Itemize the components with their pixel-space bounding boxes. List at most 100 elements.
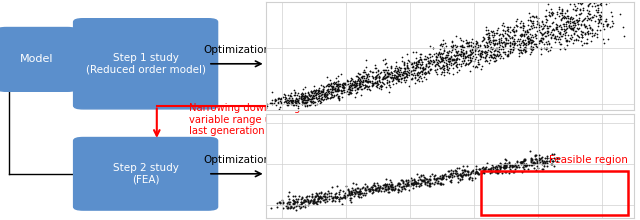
Point — [500, 163, 510, 167]
Point — [488, 35, 498, 38]
Point — [518, 24, 528, 27]
Point — [516, 41, 527, 45]
Point — [451, 60, 461, 64]
Point — [589, 33, 600, 37]
Point — [300, 95, 310, 99]
Point — [572, 26, 582, 29]
Point — [356, 87, 367, 91]
Point — [470, 46, 481, 50]
Point — [441, 63, 451, 66]
Point — [429, 59, 439, 63]
Point — [502, 53, 513, 57]
Point — [582, 31, 593, 35]
Point — [327, 88, 337, 92]
Point — [398, 180, 408, 183]
Point — [381, 81, 392, 84]
Point — [598, 37, 608, 40]
Point — [349, 85, 360, 88]
Point — [587, 4, 597, 8]
Point — [387, 70, 397, 74]
Point — [411, 61, 421, 64]
Point — [458, 53, 468, 56]
Point — [316, 90, 326, 94]
Point — [461, 41, 472, 45]
Point — [516, 35, 526, 38]
Point — [374, 79, 384, 83]
Point — [384, 72, 394, 75]
Point — [439, 50, 449, 53]
Point — [483, 36, 493, 39]
Point — [461, 38, 472, 42]
Point — [463, 44, 474, 48]
Point — [303, 199, 313, 203]
Point — [435, 66, 445, 70]
Point — [525, 50, 536, 54]
Point — [460, 63, 470, 67]
Point — [367, 81, 377, 85]
Point — [378, 59, 388, 62]
Point — [289, 94, 300, 97]
Point — [340, 82, 350, 86]
Point — [509, 34, 519, 37]
Point — [542, 162, 552, 165]
Point — [488, 52, 498, 55]
Point — [595, 29, 605, 32]
Point — [335, 195, 345, 199]
Point — [519, 42, 529, 46]
Point — [314, 94, 324, 97]
Point — [300, 103, 310, 106]
Point — [362, 80, 372, 83]
Point — [541, 164, 552, 168]
Point — [550, 17, 560, 20]
Point — [302, 98, 312, 102]
Point — [443, 174, 453, 178]
Point — [475, 44, 485, 48]
Point — [434, 64, 444, 67]
Point — [436, 59, 446, 63]
Point — [511, 161, 522, 164]
Point — [333, 83, 343, 87]
Point — [412, 73, 422, 76]
Point — [523, 35, 533, 38]
Point — [542, 29, 552, 32]
Point — [300, 91, 310, 94]
Point — [520, 43, 531, 46]
Point — [483, 35, 493, 38]
Point — [371, 80, 381, 83]
Point — [320, 196, 330, 199]
Point — [582, 30, 592, 34]
Point — [486, 33, 497, 36]
Point — [544, 24, 554, 28]
Point — [293, 105, 303, 108]
Point — [482, 43, 492, 46]
Point — [528, 161, 538, 165]
Point — [438, 57, 448, 60]
Point — [518, 159, 529, 162]
Point — [385, 75, 396, 79]
Point — [513, 51, 524, 55]
Point — [289, 98, 300, 102]
Point — [308, 94, 318, 98]
Point — [314, 191, 324, 195]
Point — [537, 162, 547, 166]
Point — [492, 41, 502, 44]
Point — [413, 59, 423, 62]
Point — [441, 178, 451, 181]
Point — [321, 197, 332, 201]
Point — [519, 162, 529, 166]
Point — [477, 38, 488, 42]
Point — [291, 205, 301, 208]
Point — [425, 61, 435, 64]
Point — [562, 43, 572, 47]
Point — [360, 70, 370, 73]
Point — [394, 72, 404, 76]
Point — [577, 30, 588, 34]
Point — [561, 8, 572, 12]
Point — [538, 162, 548, 165]
Point — [540, 34, 550, 38]
Point — [266, 90, 276, 94]
Point — [426, 67, 436, 71]
Point — [449, 58, 459, 61]
Point — [440, 41, 451, 45]
Point — [315, 200, 325, 204]
